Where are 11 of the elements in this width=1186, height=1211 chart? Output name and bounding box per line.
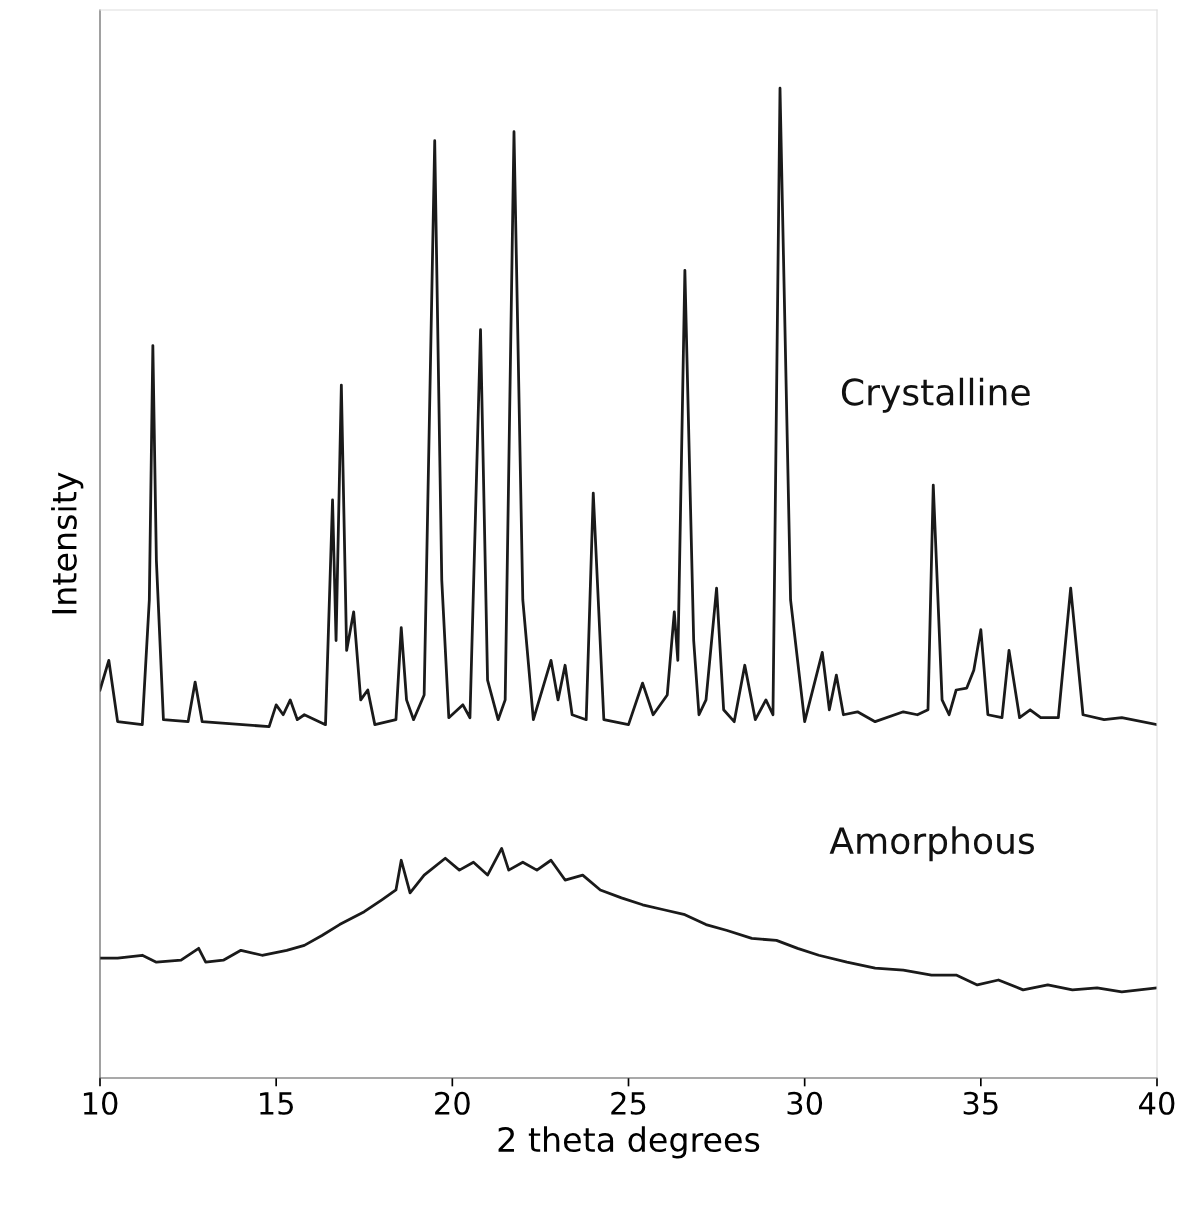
x-tick-label: 35: [963, 1091, 998, 1115]
x-tick-label: 15: [260, 1092, 293, 1115]
x-tick-label: 20: [435, 1091, 470, 1115]
series-label: Crystalline: [841, 377, 1030, 413]
x-tick-label: 25: [611, 1091, 646, 1115]
x-axis-title: 2 theta degrees: [498, 1126, 760, 1159]
x-tick-label: 40: [1139, 1091, 1175, 1115]
x-tick-label: 10: [83, 1091, 118, 1115]
x-tick-label: 30: [787, 1091, 823, 1115]
text: Amorphous: [829, 826, 1034, 862]
y-axis-title: Intensity: [51, 472, 84, 614]
